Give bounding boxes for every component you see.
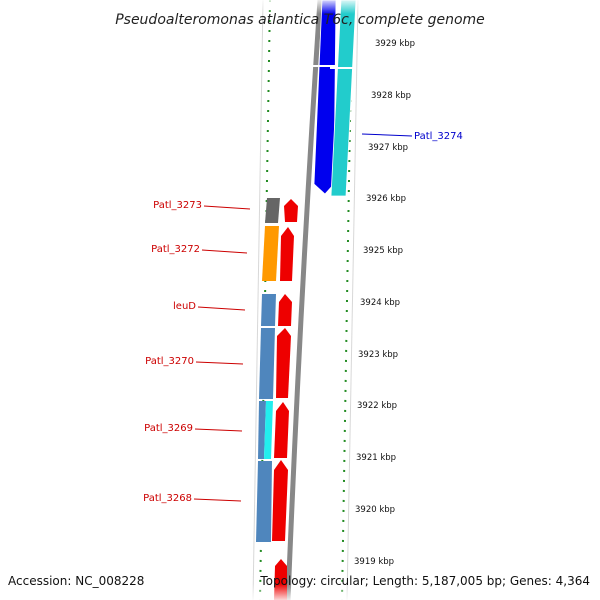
tick-label: 3924 kbp bbox=[360, 298, 400, 308]
leader-line-patl-3270 bbox=[195, 361, 244, 365]
tick-label: 3921 kbp bbox=[356, 453, 396, 463]
tick-label: 3919 kbp bbox=[354, 557, 394, 567]
tick-label: 3929 kbp bbox=[375, 39, 415, 49]
tick-label: 3920 kbp bbox=[355, 505, 395, 515]
cog-blocks bbox=[256, 198, 280, 542]
gene-patl-3269-forward bbox=[274, 402, 289, 458]
tick-label: 3925 kbp bbox=[363, 246, 403, 256]
track-border-right bbox=[346, 0, 359, 600]
leader-line-patl-3268 bbox=[193, 498, 242, 502]
leader-line-patl-3272 bbox=[201, 249, 248, 254]
gene-label-patl-3268[interactable]: Patl_3268 bbox=[143, 493, 192, 504]
gene-patl-3274-reverse bbox=[313, 0, 337, 195]
gene-label-leud[interactable]: leuD bbox=[173, 301, 196, 312]
leader-line-leud bbox=[197, 306, 246, 311]
topology-text: Topology: circular; Length: 5,187,005 bp… bbox=[260, 574, 590, 588]
track-border-left bbox=[252, 0, 264, 600]
leader-line-patl-3274 bbox=[361, 133, 413, 137]
gene-patl-3273-forward bbox=[284, 199, 298, 222]
cog-patl-3272 bbox=[262, 226, 279, 281]
accession-text: Accession: NC_008228 bbox=[8, 574, 145, 588]
gene-label-patl-3272[interactable]: Patl_3272 bbox=[151, 244, 200, 255]
cog-patl-3270 bbox=[259, 328, 275, 399]
tick-label: 3927 kbp bbox=[368, 143, 408, 153]
gene-patl-3274-cog bbox=[330, 0, 357, 197]
gene-patl-3270-forward bbox=[276, 328, 291, 398]
gene-leud-forward bbox=[278, 294, 292, 326]
reverse-strand-genes bbox=[312, 0, 357, 197]
cog-patl-3269-a bbox=[258, 401, 266, 459]
gene-patl-3272-forward bbox=[280, 227, 294, 281]
cog-patl-3269-b bbox=[264, 401, 273, 459]
genome-backbone bbox=[285, 0, 323, 600]
tick-label: 3923 kbp bbox=[358, 350, 398, 360]
gene-label-patl-3274[interactable]: Patl_3274 bbox=[414, 131, 463, 142]
gene-label-patl-3270[interactable]: Patl_3270 bbox=[145, 356, 194, 367]
tick-label: 3928 kbp bbox=[371, 91, 411, 101]
leader-line-patl-3269 bbox=[194, 428, 243, 432]
gene-patl-3268-forward bbox=[272, 460, 288, 541]
cog-leud bbox=[261, 294, 276, 326]
gene-label-patl-3273[interactable]: Patl_3273 bbox=[153, 200, 202, 211]
map-title: Pseudoalteromonas atlantica T6c, complet… bbox=[115, 12, 485, 28]
leader-line-patl-3273 bbox=[203, 205, 251, 210]
gene-labels: Patl_3274 Patl_3273 Patl_3272 leuD Patl_… bbox=[143, 131, 463, 504]
tick-label: 3926 kbp bbox=[366, 194, 406, 204]
cog-patl-3268 bbox=[256, 461, 272, 542]
tick-ring-right bbox=[341, 0, 353, 600]
kbp-tick-labels: 3929 kbp 3928 kbp 3927 kbp 3926 kbp 3925… bbox=[354, 39, 415, 567]
tick-label: 3922 kbp bbox=[357, 401, 397, 411]
gene-label-patl-3269[interactable]: Patl_3269 bbox=[144, 423, 193, 434]
forward-strand-genes bbox=[272, 199, 298, 600]
cog-patl-3273 bbox=[265, 198, 280, 223]
